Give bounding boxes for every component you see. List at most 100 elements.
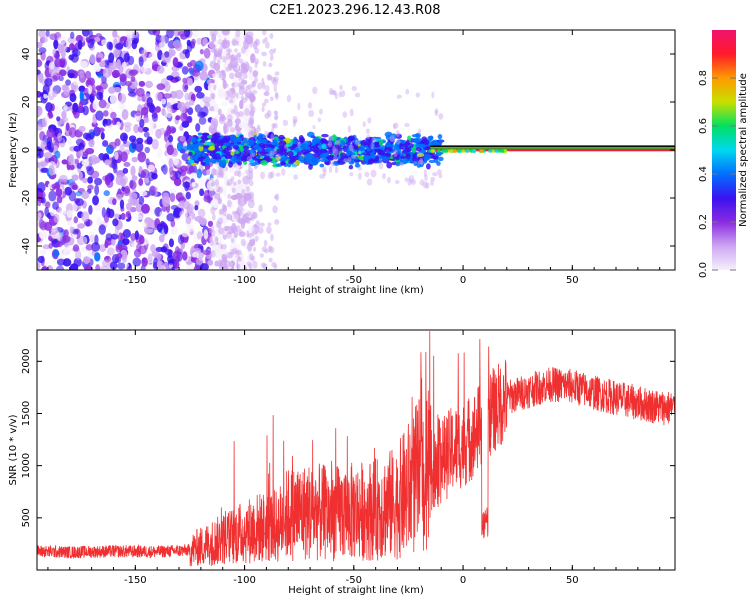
heat-cell xyxy=(46,141,52,150)
heat-cell xyxy=(199,139,206,144)
x-tick-label: -50 xyxy=(346,575,362,586)
heat-cell xyxy=(230,238,235,243)
heat-cell xyxy=(157,261,165,270)
heat-cell xyxy=(100,81,108,90)
heat-cell xyxy=(139,118,145,128)
heat-cell xyxy=(381,156,390,161)
heat-cell xyxy=(118,93,127,104)
heat-cell xyxy=(366,148,371,152)
heat-cell xyxy=(231,210,237,215)
heat-cell xyxy=(248,70,254,81)
heat-cell xyxy=(151,250,159,258)
heat-cell xyxy=(330,160,335,167)
heat-cell xyxy=(90,170,100,179)
heat-cell xyxy=(351,85,357,91)
heat-cell xyxy=(71,174,79,181)
heat-cell xyxy=(419,143,426,148)
heat-cell xyxy=(249,265,253,270)
heat-cell xyxy=(312,139,321,144)
heat-cell xyxy=(185,164,194,175)
heat-cell xyxy=(235,208,242,216)
heat-cell xyxy=(236,249,243,256)
heat-cell xyxy=(397,149,402,154)
heat-cell xyxy=(188,159,195,164)
heat-cell xyxy=(247,167,254,174)
heat-cell xyxy=(221,101,228,107)
heat-cell xyxy=(399,161,404,167)
heat-cell xyxy=(88,30,93,38)
heat-cell xyxy=(354,139,360,146)
heat-cell xyxy=(123,52,130,63)
heat-cell xyxy=(270,233,274,242)
heat-cell xyxy=(248,180,254,187)
heat-cell xyxy=(84,265,93,270)
heat-cell xyxy=(393,145,400,151)
heat-cell xyxy=(44,206,50,217)
heat-cell xyxy=(422,181,428,189)
heat-cell xyxy=(48,190,57,202)
heat-cell xyxy=(239,147,244,152)
heat-cell xyxy=(334,139,341,146)
heat-cell xyxy=(494,149,499,153)
heat-cell xyxy=(308,109,315,118)
heat-cell xyxy=(431,155,438,160)
heat-cell xyxy=(43,93,48,99)
heat-cell xyxy=(248,117,254,125)
heat-cell xyxy=(231,187,236,193)
heat-cell xyxy=(78,142,85,150)
heat-cell xyxy=(430,149,435,153)
heat-cell xyxy=(405,152,411,160)
x-tick-label: 50 xyxy=(566,275,579,286)
heat-cell xyxy=(104,241,109,249)
heat-cell xyxy=(168,238,175,248)
heat-cell xyxy=(419,157,424,165)
heat-cell xyxy=(240,155,248,162)
y-tick-label: 40 xyxy=(21,48,32,61)
heat-cell xyxy=(56,116,61,122)
heat-cell xyxy=(56,241,63,248)
heat-cell xyxy=(94,65,101,72)
heat-cell xyxy=(213,103,219,113)
heat-cell xyxy=(155,34,163,43)
heat-cell xyxy=(213,84,217,91)
heat-cell xyxy=(267,222,272,227)
heat-cell xyxy=(203,229,209,240)
x-tick-label: -150 xyxy=(124,275,147,286)
heat-cell xyxy=(299,145,307,150)
heat-cell xyxy=(366,136,374,143)
heat-cell xyxy=(37,255,45,264)
heat-cell xyxy=(245,186,251,193)
heat-cell xyxy=(131,138,137,150)
heat-cell xyxy=(417,159,424,165)
heat-cell xyxy=(415,92,421,98)
heat-cell xyxy=(238,110,244,117)
heat-cell xyxy=(162,164,168,175)
heat-cell xyxy=(281,155,289,161)
heat-cell xyxy=(135,141,144,153)
heat-cell xyxy=(213,132,221,139)
heat-cell xyxy=(365,128,371,134)
colorbar: 0.0 0.2 0.4 0.6 0.8 Normalized spectral ampl… xyxy=(698,30,749,278)
heat-cell xyxy=(254,58,259,65)
heat-cell xyxy=(430,176,436,182)
heat-cell xyxy=(232,247,238,255)
heat-cell xyxy=(143,131,150,138)
heat-cell xyxy=(353,137,359,145)
heat-cell xyxy=(75,34,83,43)
heat-cell xyxy=(233,136,242,143)
heat-cell xyxy=(52,249,60,258)
y-tick-label: -20 xyxy=(21,190,32,206)
heat-cell xyxy=(453,149,458,153)
heat-cell xyxy=(54,58,63,68)
heat-cell xyxy=(272,79,279,86)
heat-cell xyxy=(39,131,46,141)
heat-cell xyxy=(210,206,216,215)
heat-cell xyxy=(435,151,442,157)
heat-cell xyxy=(115,174,124,186)
heat-cell xyxy=(195,123,201,132)
heat-cell xyxy=(414,137,422,143)
heat-cell xyxy=(394,179,400,184)
heat-cell xyxy=(131,175,138,182)
heat-cell xyxy=(378,139,383,146)
heat-cell xyxy=(210,198,220,209)
